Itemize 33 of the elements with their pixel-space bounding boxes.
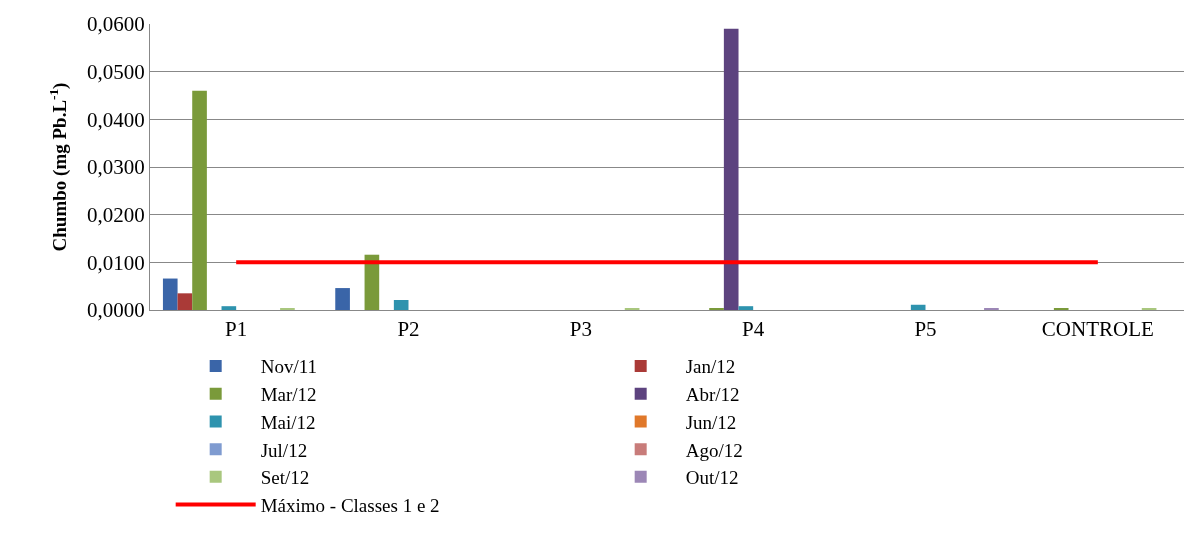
legend-label: Mai/12 [260,411,316,433]
legend-label: Set/12 [260,467,310,489]
x-tick-label: P2 [397,317,420,342]
y-tick-label: 0,0500 [87,60,145,85]
x-tick-label: P4 [742,317,765,342]
legend-label: Jun/12 [685,411,737,433]
y-tick-label: 0,0300 [87,155,145,180]
y-tick-label: 0,0100 [87,250,145,275]
legend-label: Nov/11 [260,356,317,378]
bar [723,28,739,310]
y-tick-label: 0,0200 [87,203,145,228]
bar [910,304,926,310]
x-tick-label: CONTROLE [1041,317,1154,342]
x-tick-label: P1 [225,317,248,342]
bar [192,90,207,310]
x-tick-label: P5 [914,317,937,342]
legend-label: Jan/12 [685,356,736,378]
x-tick-label: P3 [569,317,592,342]
bar [335,288,350,310]
y-tick-label: 0,0000 [87,298,145,323]
bar [393,299,409,310]
legend-label: Máximo - Classes 1 e 2 [260,494,440,516]
bar [177,293,193,310]
legend-label: Jul/12 [260,439,308,461]
legend-label: Mar/12 [260,384,317,406]
legend-label: Abr/12 [685,384,740,406]
bar [221,306,237,310]
y-tick-label: 0,0400 [87,107,145,132]
legend-label: Ago/12 [685,439,743,461]
bar [738,306,754,310]
legend-label: Out/12 [685,467,739,489]
y-tick-label: 0,0600 [87,12,145,37]
bar [162,278,178,310]
